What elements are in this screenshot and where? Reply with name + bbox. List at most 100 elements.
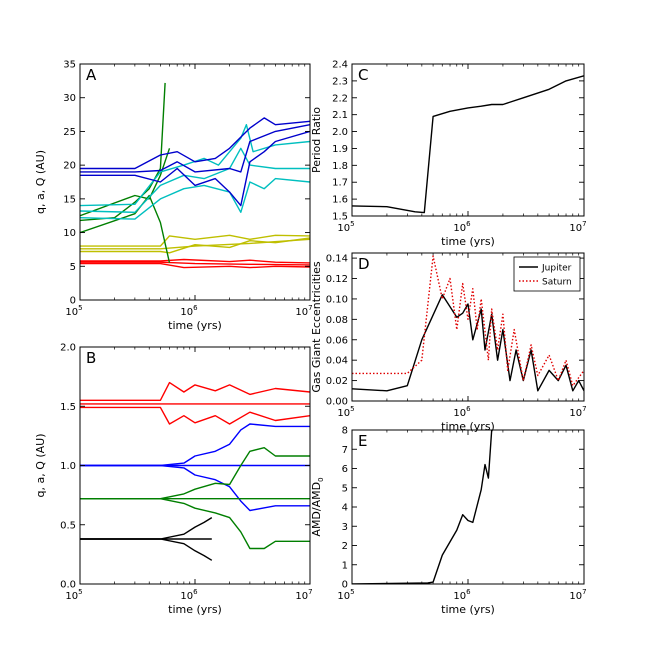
panel-label: D — [358, 255, 370, 273]
series-line-red-q — [80, 262, 310, 269]
y-tick-label: 0.06 — [326, 335, 348, 346]
x-tick-exponent: 5 — [350, 220, 354, 228]
x-tick-exponent: 5 — [78, 304, 82, 312]
y-tick-label: 0.08 — [326, 315, 348, 326]
y-axis-label: Gas Giant Eccentricities — [310, 261, 323, 393]
series-group — [352, 75, 584, 214]
y-tick-label: 5 — [342, 483, 348, 494]
series-line-red-q — [80, 258, 310, 264]
y-tick-label: 1.9 — [332, 144, 348, 155]
axes-frame — [351, 63, 585, 217]
series-line-cyan-q — [80, 123, 310, 207]
x-tick-exponent: 7 — [308, 588, 312, 596]
series-line-red-a — [80, 261, 310, 266]
x-tick-exponent: 6 — [466, 588, 471, 596]
series-line-green-q — [80, 498, 310, 550]
y-tick-label: 3 — [342, 522, 348, 533]
x-axis-label: time (yrs) — [441, 235, 495, 248]
series-line-period-ratio — [352, 75, 584, 214]
panel-label: B — [86, 349, 96, 367]
panel-c: 105 106 1071.51.61.71.81.92.02.12.22.32.4t… — [310, 60, 587, 249]
panel-label: E — [358, 432, 367, 450]
x-tick-exponent: 7 — [582, 405, 586, 413]
y-tick-label: 2.2 — [332, 93, 348, 104]
y-tick-label: 25 — [63, 127, 76, 138]
x-tick-exponent: 7 — [582, 220, 586, 228]
series-group — [352, 255, 584, 392]
x-tick-label: 106 — [453, 405, 471, 419]
series-line-red-q — [80, 381, 310, 401]
panel-d: 105 106 1070.000.020.040.060.080.100.120.1… — [310, 252, 587, 433]
series-line-blue-q — [80, 117, 310, 170]
y-tick-label: 1.5 — [332, 212, 348, 223]
y-tick-label: 0 — [70, 296, 76, 307]
series-group — [80, 381, 310, 561]
x-tick-exponent: 6 — [193, 588, 198, 596]
y-tick-label: 1.7 — [332, 178, 348, 189]
x-axis-label: time (yrs) — [168, 603, 222, 616]
legend-box — [513, 256, 581, 292]
series-line-yellow-q — [80, 237, 310, 254]
x-tick-label: 107 — [569, 588, 586, 602]
series-line-jupiter — [352, 294, 584, 392]
series-line-cyan-a — [80, 147, 310, 214]
x-tick-label: 107 — [295, 588, 312, 602]
y-tick-label: 0.12 — [326, 274, 348, 285]
y-tick-label: 0.10 — [326, 294, 348, 305]
y-tick-label: 0.00 — [326, 397, 348, 408]
x-tick-label: 106 — [453, 220, 471, 234]
legend-label: Jupiter — [541, 264, 572, 274]
series-group — [352, 430, 493, 584]
y-axis-label: q, a, Q (AU) — [34, 433, 47, 497]
x-tick-exponent: 6 — [466, 220, 471, 228]
series-line-blue-a — [80, 124, 310, 173]
series-line-black-q — [80, 538, 213, 561]
y-tick-label: 0.14 — [326, 254, 348, 265]
y-axis-label-subscript: 0 — [317, 477, 325, 481]
legend-label: Saturn — [542, 278, 572, 288]
x-axis-label: time (yrs) — [168, 319, 222, 332]
y-tick-label: 1.5 — [60, 402, 76, 413]
y-axis-label: AMD/AMD0 — [310, 477, 325, 536]
series-line-amd-ratio — [352, 430, 493, 584]
y-tick-label: 30 — [63, 93, 76, 104]
series-line-blue-q — [80, 423, 310, 467]
series-line-red-q — [80, 406, 310, 425]
y-tick-label: 5 — [70, 262, 76, 273]
panel-label: C — [358, 66, 368, 84]
axes-frame — [351, 429, 585, 585]
series-line-green-q — [80, 447, 310, 500]
y-tick-label: 2 — [342, 541, 348, 552]
series-group — [80, 82, 310, 269]
series-line-black-q — [80, 517, 213, 540]
x-tick-exponent: 6 — [466, 405, 471, 413]
y-tick-label: 1.0 — [60, 461, 76, 472]
x-tick-exponent: 5 — [350, 405, 354, 413]
y-tick-label: 2.4 — [332, 60, 348, 71]
y-tick-label: 2.3 — [332, 76, 348, 87]
y-tick-label: 0.5 — [60, 520, 76, 531]
y-tick-label: 2.0 — [60, 343, 76, 354]
y-tick-label: 0.0 — [60, 580, 76, 591]
y-tick-label: 8 — [342, 426, 348, 437]
series-line-green-q — [80, 148, 171, 217]
y-tick-label: 7 — [342, 445, 348, 456]
y-tick-label: 2.1 — [332, 110, 348, 121]
x-tick-label: 107 — [569, 405, 586, 419]
legend: Jupiter Saturn — [513, 256, 581, 292]
x-axis-label: time (yrs) — [441, 603, 495, 616]
y-tick-label: 1 — [342, 560, 348, 571]
x-tick-label: 106 — [180, 304, 198, 318]
y-tick-label: 35 — [63, 60, 76, 71]
panel-label: A — [86, 66, 97, 84]
y-tick-label: 10 — [63, 228, 76, 239]
series-line-blue-q — [80, 464, 310, 512]
y-tick-label: 0.02 — [326, 376, 348, 387]
x-tick-exponent: 6 — [193, 304, 198, 312]
y-tick-label: 1.6 — [332, 195, 348, 206]
x-tick-exponent: 7 — [308, 304, 312, 312]
x-tick-exponent: 7 — [582, 588, 586, 596]
